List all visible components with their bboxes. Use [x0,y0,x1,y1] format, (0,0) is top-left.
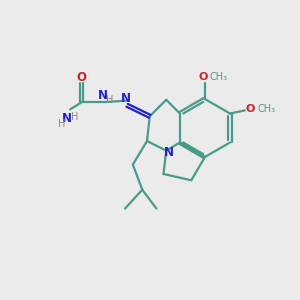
Text: CH₃: CH₃ [258,104,276,114]
Text: O: O [199,72,208,82]
Text: N: N [62,112,72,125]
Text: N: N [98,89,108,102]
Text: CH₃: CH₃ [209,72,227,82]
Text: H: H [106,95,114,105]
Text: O: O [77,71,87,84]
Text: N: N [121,92,130,105]
Text: N: N [164,146,174,159]
Text: H: H [71,112,79,122]
Text: H: H [58,118,65,128]
Text: O: O [245,104,255,114]
